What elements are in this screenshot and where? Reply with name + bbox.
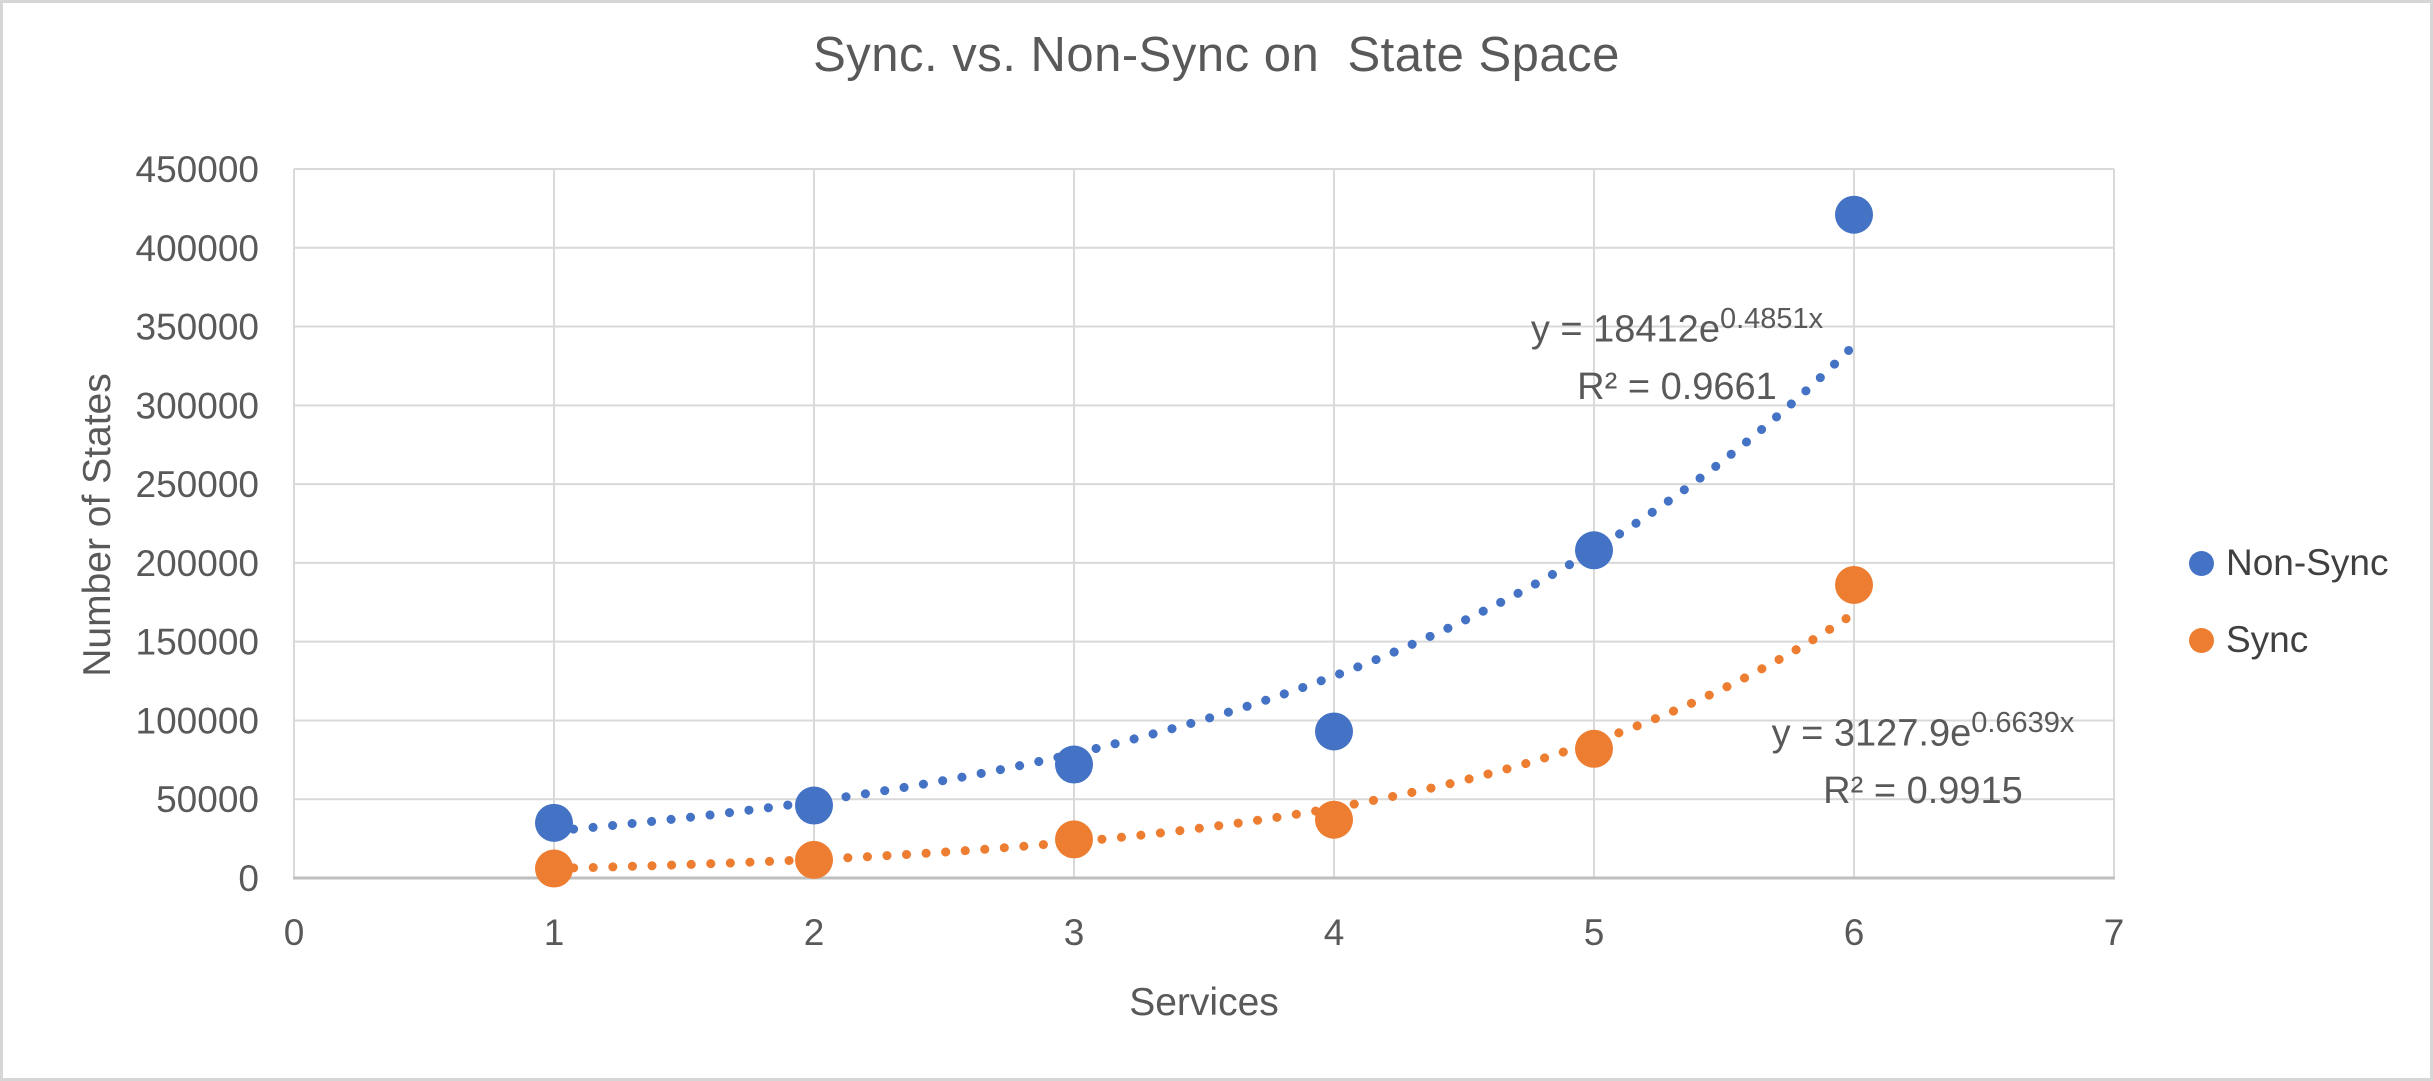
y-tick-label-350000: 350000 xyxy=(136,307,259,348)
x-tick-label-4: 4 xyxy=(1324,912,1345,953)
x-tick-label-3: 3 xyxy=(1064,912,1085,953)
legend-item-sync: Sync xyxy=(2189,618,2388,662)
x-tick-label-6: 6 xyxy=(1844,912,1865,953)
data-point-sync-3 xyxy=(1055,820,1093,859)
trendline-r2-sync: R² = 0.9915 xyxy=(1823,769,2023,812)
legend-marker-non-sync xyxy=(2189,550,2214,576)
trendline-exponent-non-sync: 0.4851x xyxy=(1719,303,1824,335)
legend-item-non-sync: Non-Sync xyxy=(2189,541,2388,585)
x-tick-label-5: 5 xyxy=(1584,912,1605,953)
chart-title: Sync. vs. Non-Sync on State Space xyxy=(813,28,1620,82)
y-tick-label-0: 0 xyxy=(238,858,259,899)
trendline-equation-non-sync-line1: y = 18412e0.4851x xyxy=(1530,303,1824,351)
y-tick-label-450000: 450000 xyxy=(136,149,259,190)
legend-label-sync: Sync xyxy=(2226,619,2309,660)
data-point-non-sync-3 xyxy=(1055,745,1093,784)
y-tick-label-250000: 250000 xyxy=(136,464,259,505)
legend-marker-sync xyxy=(2189,627,2214,653)
trendline-equation-non-sync: y = 18412e0.4851x R² = 0.9661 xyxy=(1357,291,1997,416)
legend: Non-Sync Sync xyxy=(2189,541,2388,695)
data-point-non-sync-4 xyxy=(1315,712,1353,751)
trendline-exponent-sync: 0.6639x xyxy=(1971,707,2075,739)
y-axis-title: Number of States xyxy=(76,373,119,677)
trendline-equation-sync-line1: y = 3127.9e0.6639x xyxy=(1771,707,2075,755)
x-axis-title: Services xyxy=(1129,981,1279,1024)
data-point-sync-1 xyxy=(535,849,573,888)
data-point-non-sync-6 xyxy=(1835,195,1873,234)
data-point-sync-4 xyxy=(1315,800,1353,839)
y-tick-label-200000: 200000 xyxy=(136,543,259,584)
trendline-equation-sync: y = 3127.9e0.6639x R² = 0.9915 xyxy=(1603,695,2243,820)
trendline-non-sync xyxy=(549,340,1859,836)
scatter-plot: 0 1 2 3 4 5 6 7 0 50000 100000 150000 200000 250000 30… xyxy=(136,149,2125,953)
y-tick-label-100000: 100000 xyxy=(136,700,259,741)
data-point-sync-5 xyxy=(1575,729,1613,768)
y-tick-label-300000: 300000 xyxy=(136,385,259,426)
y-tick-label-50000: 50000 xyxy=(156,779,259,820)
x-tick-label-1: 1 xyxy=(544,912,565,953)
data-point-non-sync-5 xyxy=(1575,531,1613,570)
data-point-sync-6 xyxy=(1835,565,1873,604)
x-tick-label-7: 7 xyxy=(2104,912,2125,953)
data-point-sync-2 xyxy=(795,840,833,879)
legend-label-non-sync: Non-Sync xyxy=(2226,542,2389,583)
y-tick-label-150000: 150000 xyxy=(136,622,259,663)
data-point-non-sync-1 xyxy=(535,803,573,842)
y-tick-label-400000: 400000 xyxy=(136,228,259,269)
x-tick-label-2: 2 xyxy=(804,912,825,953)
trendline-r2-non-sync: R² = 0.9661 xyxy=(1577,365,1777,408)
trendline-sync xyxy=(549,608,1859,873)
data-point-non-sync-2 xyxy=(795,786,833,825)
x-tick-label-0: 0 xyxy=(284,912,305,953)
